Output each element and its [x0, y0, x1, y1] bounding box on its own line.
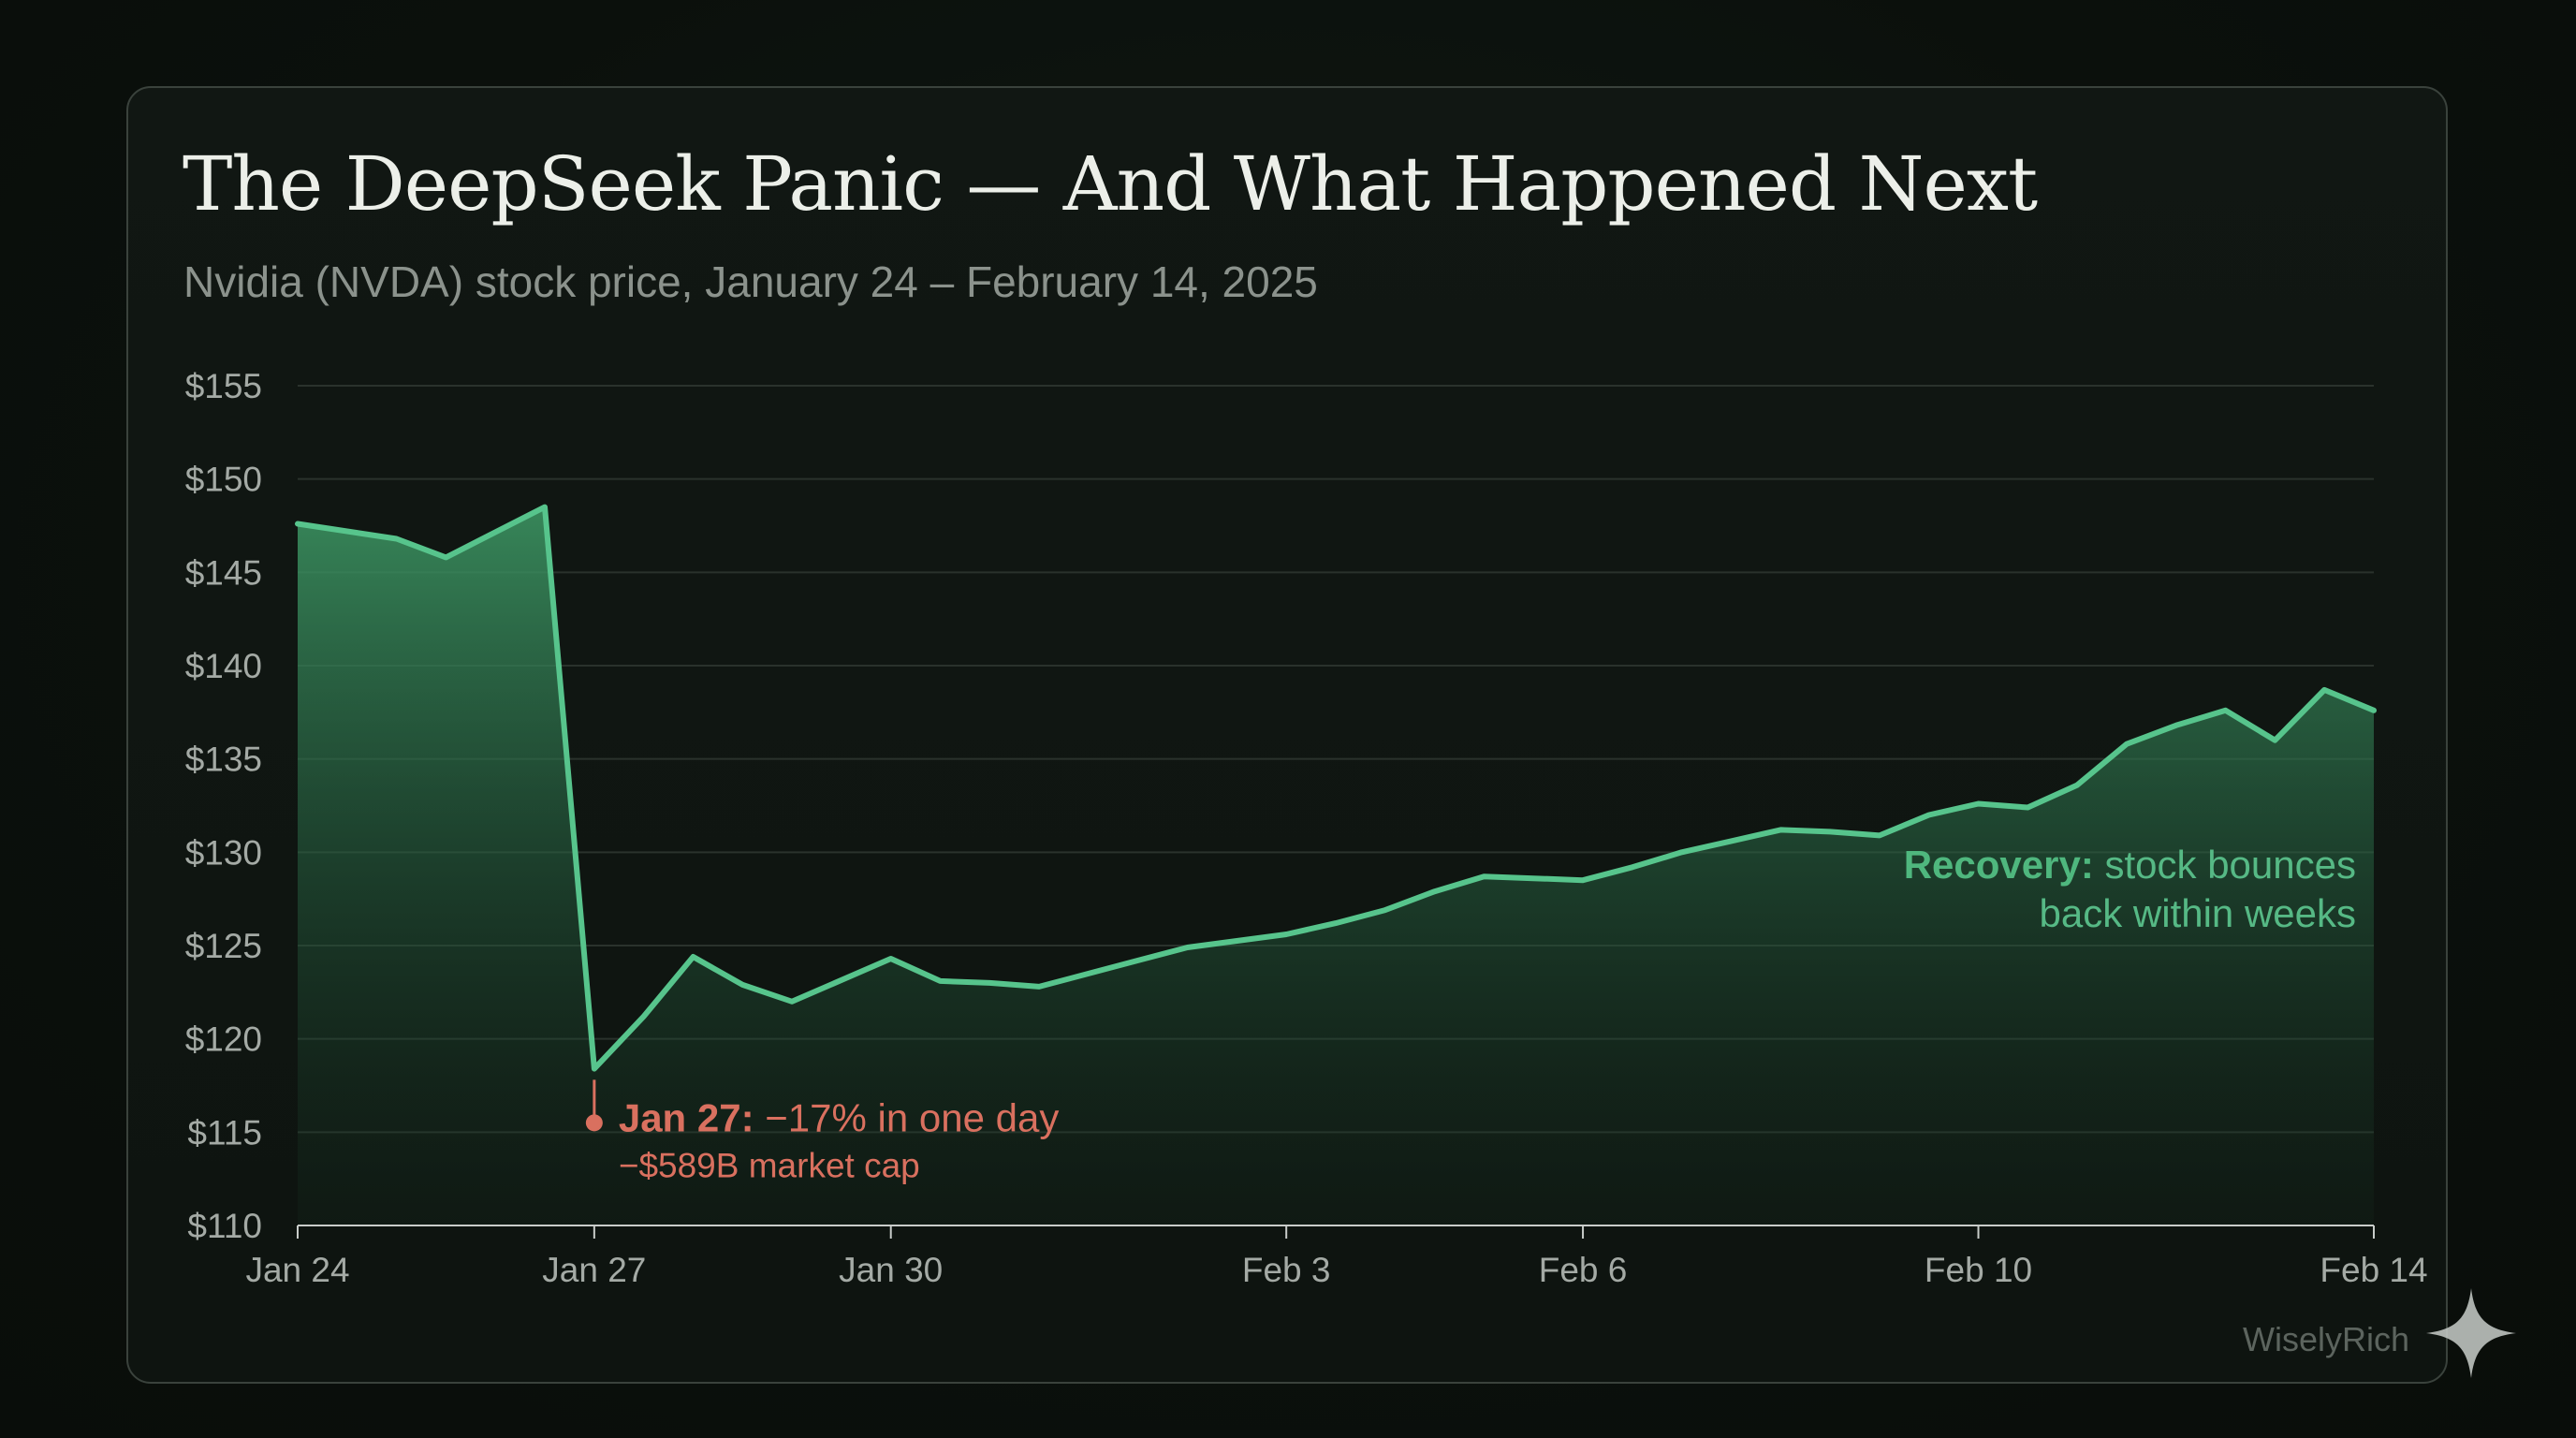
crash-annotation-date: Jan 27:	[619, 1095, 754, 1139]
x-tick-label: Feb 14	[2320, 1251, 2427, 1289]
y-tick-label: $150	[185, 461, 262, 499]
x-tick-label: Feb 6	[1539, 1251, 1628, 1289]
x-axis: Jan 24 Jan 27 Jan 30 Feb 3 Feb 6 Feb 10 Feb 14	[245, 1225, 2428, 1289]
recovery-annotation-label: Recovery:	[1904, 843, 2094, 887]
x-tick-label: Jan 27	[542, 1251, 646, 1289]
chart-title: The DeepSeek Panic — And What Happened N…	[183, 140, 2038, 227]
sparkle-icon	[2426, 1288, 2516, 1378]
price-line	[295, 504, 2377, 1072]
y-tick-label: $120	[185, 1020, 262, 1059]
watermark-text: WiselyRich	[2243, 1320, 2410, 1358]
x-tick-label: Jan 30	[839, 1251, 943, 1289]
y-tick-label: $115	[187, 1113, 262, 1152]
x-tick-label: Jan 24	[245, 1251, 349, 1289]
recovery-annotation: Recovery: stock bounces back within week…	[1904, 843, 2356, 935]
crash-annotation-text: −17% in one day	[754, 1095, 1060, 1139]
chart-subtitle: Nvidia (NVDA) stock price, January 24 – …	[183, 257, 1318, 306]
recovery-annotation-line1: Recovery: stock bounces	[1904, 843, 2356, 887]
y-axis-labels: $110 $115 $120 $125 $130 $135 $140 $145 $150 $155	[185, 367, 262, 1245]
x-tick-label: Feb 3	[1242, 1251, 1331, 1289]
recovery-annotation-text: stock bounces	[2094, 843, 2356, 887]
y-tick-label: $155	[185, 367, 262, 405]
y-tick-label: $140	[185, 647, 262, 685]
y-tick-label: $145	[185, 553, 262, 592]
crash-annotation-line1: Jan 27: −17% in one day	[619, 1095, 1060, 1139]
crash-annotation: Jan 27: −17% in one day −$589B market ca…	[585, 1079, 1060, 1184]
crash-marker-dot	[585, 1114, 603, 1132]
y-tick-label: $110	[187, 1207, 262, 1245]
y-tick-label: $125	[185, 927, 262, 965]
y-tick-label: $135	[185, 741, 262, 779]
recovery-annotation-line2: back within weeks	[2040, 891, 2356, 935]
price-area-fill	[298, 506, 2374, 1225]
x-tick-label: Feb 10	[1925, 1251, 2032, 1289]
y-tick-label: $130	[185, 833, 262, 872]
crash-annotation-line2: −$589B market cap	[619, 1146, 920, 1184]
